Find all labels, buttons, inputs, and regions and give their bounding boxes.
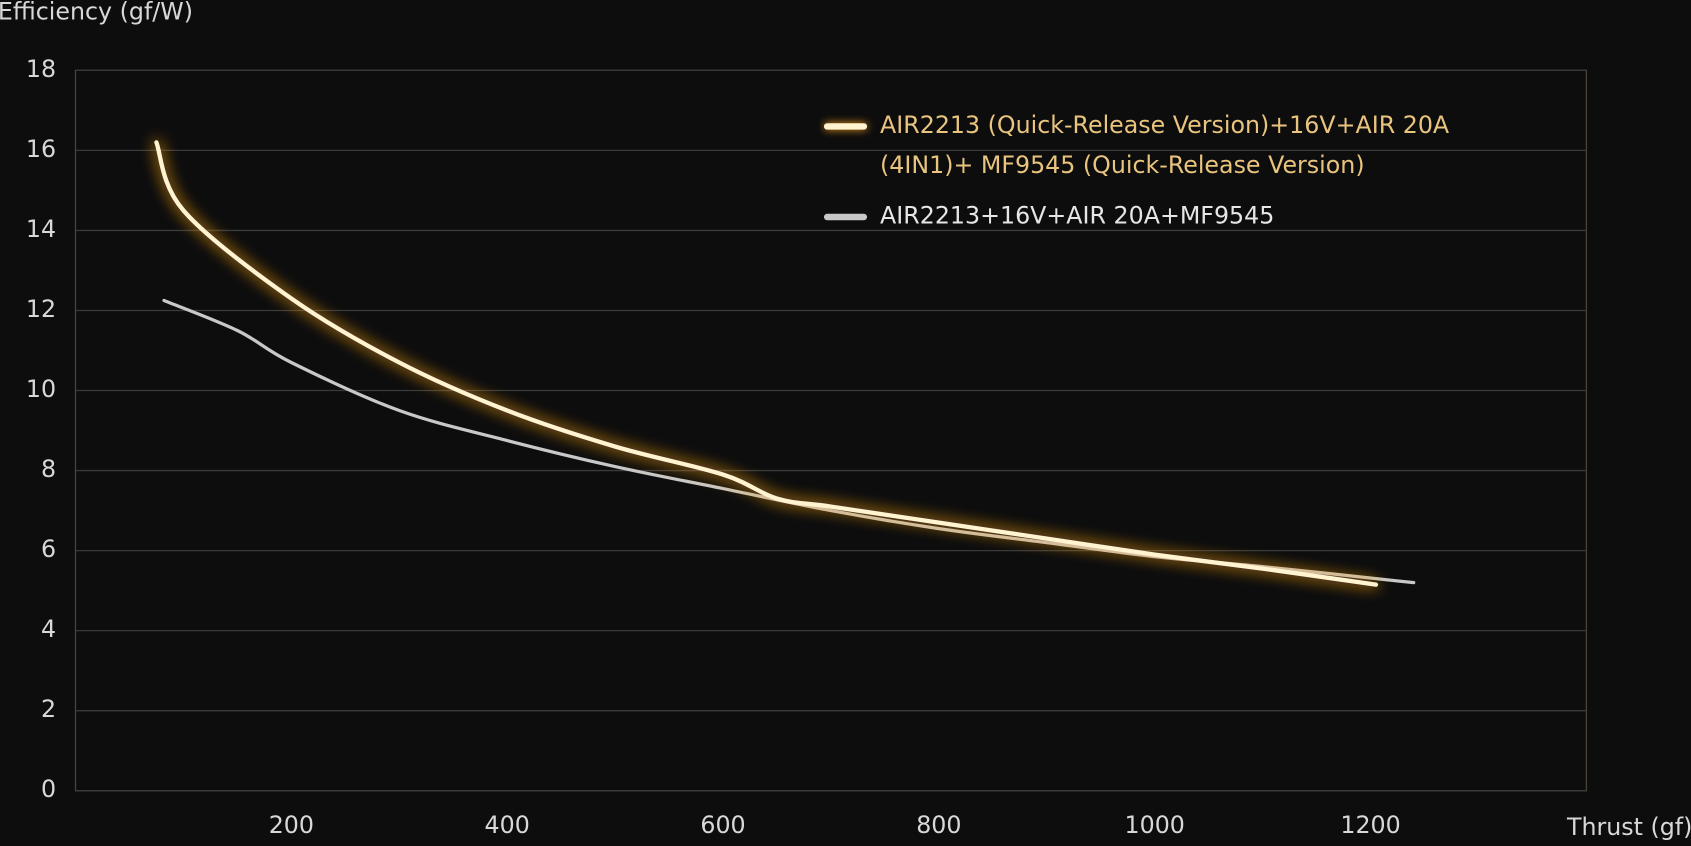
legend-swatch <box>823 123 868 130</box>
x-tick-label: 600 <box>700 811 745 839</box>
x-tick-label: 800 <box>916 811 961 839</box>
y-tick-label: 8 <box>41 455 56 483</box>
x-tick-label: 200 <box>269 811 314 839</box>
y-tick-label: 0 <box>41 775 56 803</box>
y-tick-label: 16 <box>26 135 56 163</box>
series-line <box>154 140 1379 587</box>
x-axis-label: Thrust (gf) <box>1566 813 1691 841</box>
x-tick-label: 1000 <box>1125 811 1185 839</box>
legend-swatch <box>823 213 868 221</box>
y-tick-label: 14 <box>26 215 56 243</box>
y-tick-label: 4 <box>41 615 56 643</box>
x-tick-label: 1200 <box>1340 811 1400 839</box>
legend-item: AIR2213+16V+AIR 20A+MF9545 <box>820 197 1596 237</box>
y-tick-label: 12 <box>26 295 56 323</box>
y-axis-label: Efficiency (gf/W) <box>0 0 193 26</box>
y-tick-label: 18 <box>26 55 56 83</box>
legend-label: AIR2213+16V+AIR 20A+MF9545 <box>880 202 1275 230</box>
y-tick-label: 2 <box>41 695 56 723</box>
y-tick-label: 10 <box>26 375 56 403</box>
x-tick-label: 400 <box>485 811 530 839</box>
legend-item: AIR2213 (Quick-Release Version)+16V+AIR … <box>820 106 1596 186</box>
series-line <box>162 298 1416 585</box>
legend-box: AIR2213 (Quick-Release Version)+16V+AIR … <box>820 106 1596 236</box>
legend-label: AIR2213 (Quick-Release Version)+16V+AIR … <box>880 112 1450 180</box>
y-tick-label: 6 <box>41 535 56 563</box>
legend: AIR2213 (Quick-Release Version)+16V+AIR … <box>820 106 1596 236</box>
